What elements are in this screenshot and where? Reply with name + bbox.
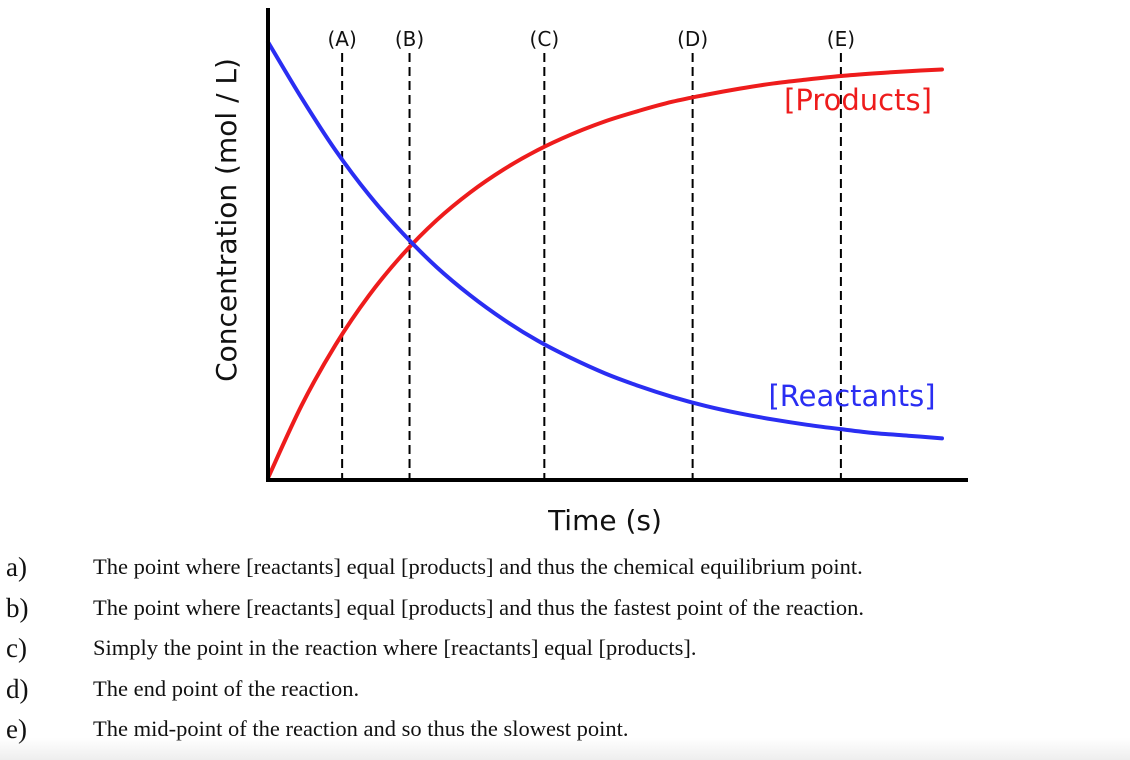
option-letter: b) [6,592,29,623]
concentration-time-chart: (A) (B) (C) (D) (E) [Products] [Reactants] T… [210,8,968,537]
option-letter: d) [6,673,29,704]
answer-option-a[interactable]: a) The point where [reactants] equal [pr… [0,548,1130,589]
answer-option-c[interactable]: c) Simply the point in the reaction wher… [0,629,1130,670]
series-lines-group [266,40,944,480]
marker-label-a: (A) [327,27,356,51]
marker-label-c: (C) [530,27,560,51]
series-label-reactants: [Reactants] [768,379,935,413]
answer-option-b[interactable]: b) The point where [reactants] equal [pr… [0,589,1130,630]
axes-group [266,8,968,482]
option-text: The point where [reactants] equal [produ… [93,554,863,579]
marker-lines-group: (A) (B) (C) (D) (E) [327,27,855,478]
answer-option-e[interactable]: e) The mid-point of the reaction and so … [0,710,1130,751]
series-label-products: [Products] [784,83,932,117]
option-letter: e) [6,714,27,744]
option-letter: a) [6,552,27,582]
marker-label-e: (E) [827,27,855,51]
option-text: Simply the point in the reaction where [… [93,635,697,660]
marker-label-b: (B) [395,27,424,51]
bottom-shadow [0,738,1130,760]
reactants-curve [266,40,944,441]
option-text: The point where [reactants] equal [produ… [93,594,864,620]
marker-label-d: (D) [677,27,708,51]
option-text: The end point of the reaction. [93,675,360,701]
answer-options-list: a) The point where [reactants] equal [pr… [0,548,1130,751]
products-curve [266,67,944,480]
option-letter: c) [6,633,27,663]
x-axis-title: Time (s) [547,504,662,537]
answer-option-d[interactable]: d) The end point of the reaction. [0,670,1130,711]
y-axis-title: Concentration (mol / L) [210,58,243,382]
option-text: The mid-point of the reaction and so thu… [93,716,629,741]
